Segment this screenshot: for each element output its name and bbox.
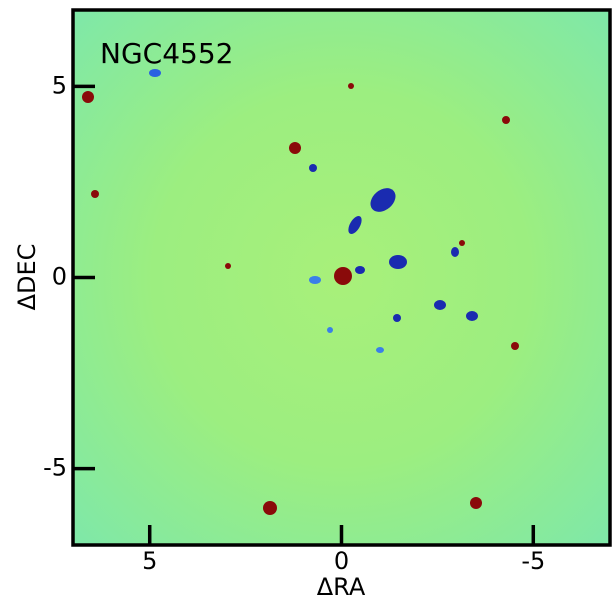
y-tick-label: -5 [43,454,67,482]
annotation: NGC4552 [100,37,233,70]
x-tick-label: 0 [334,547,349,575]
x-axis-label: ΔRA [317,573,366,599]
y-axis-label: ΔDEC [13,244,41,311]
y-tick-label: 5 [52,71,67,99]
x-tick-label: -5 [521,547,545,575]
blue-features [149,69,478,353]
y-tick-label: 0 [52,263,67,291]
x-tick-label: 5 [142,547,157,575]
image [73,10,610,545]
point-sources [82,83,519,515]
